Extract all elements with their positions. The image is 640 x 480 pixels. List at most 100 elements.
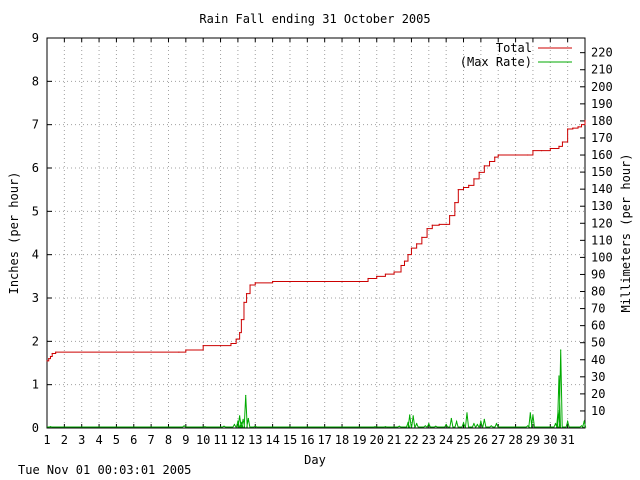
axes: 1 2 3 4 5 6 7 8 9 10 11 12 13 14 15 16 17 18 19 20 21 22 23 24 2… — [32, 31, 613, 447]
x-tick-label: 11 — [213, 433, 227, 447]
max-rate-point — [374, 426, 376, 428]
max-rate-point — [455, 420, 458, 423]
total-point — [488, 160, 491, 163]
x-tick-label: 4 — [95, 433, 102, 447]
total-point — [549, 147, 551, 150]
total-point — [483, 165, 485, 167]
total-point — [341, 280, 343, 283]
max-rate-point — [242, 418, 244, 420]
y-tick-label: 9 — [32, 31, 39, 45]
total-point — [202, 345, 204, 347]
max-rate-point — [409, 414, 411, 416]
total-point — [249, 284, 251, 286]
y2-tick-label: 70 — [591, 302, 605, 316]
total-point — [541, 150, 543, 152]
max-rate-point — [233, 423, 236, 426]
y2-tick-label: 140 — [591, 182, 613, 196]
max-rate-point — [204, 426, 206, 428]
max-rate-point — [237, 420, 239, 423]
series-max-rate — [47, 349, 587, 428]
total-point — [416, 243, 418, 245]
total-point — [580, 124, 583, 126]
total-point — [468, 184, 470, 186]
total-point — [577, 126, 579, 128]
total-point — [49, 355, 52, 358]
y-axis-label: Inches (per hour) — [7, 172, 21, 295]
max-rate-point — [495, 423, 498, 425]
y2-tick-label: 210 — [591, 63, 613, 77]
x-tick-label: 5 — [113, 433, 120, 447]
max-rate-point — [240, 422, 242, 424]
max-rate-point — [473, 423, 475, 425]
x-tick-label: 15 — [283, 433, 297, 447]
series-layer — [46, 119, 587, 428]
total-point — [376, 275, 378, 277]
x-tick-label: 3 — [78, 433, 85, 447]
max-rate-point — [557, 410, 559, 412]
x-tick-label: 16 — [300, 433, 314, 447]
x-tick-label: 29 — [526, 433, 540, 447]
max-rate-point — [239, 415, 241, 417]
grid — [47, 38, 585, 428]
total-point — [46, 360, 48, 362]
max-rate-point — [412, 415, 414, 417]
x-tick-label: 18 — [335, 433, 349, 447]
total-point — [473, 178, 475, 180]
y2-tick-label: 100 — [591, 250, 613, 264]
max-rate-point — [583, 420, 585, 423]
y2-tick-label: 170 — [591, 131, 613, 145]
max-rate-point — [407, 422, 409, 424]
max-rate-point — [527, 425, 529, 427]
x-tick-label: 25 — [456, 433, 470, 447]
x-tick-label: 28 — [508, 433, 522, 447]
total-point — [497, 154, 499, 156]
legend: Total(Max Rate) — [460, 41, 572, 69]
total-point — [185, 349, 187, 351]
total-point — [55, 351, 57, 353]
max-rate-point — [529, 412, 531, 414]
y-tick-label: 4 — [32, 248, 39, 262]
total-point — [449, 215, 451, 217]
x-tick-label: 27 — [491, 433, 505, 447]
total-line — [47, 120, 586, 362]
total-point — [51, 352, 53, 355]
generated-timestamp: Tue Nov 01 00:03:01 2005 — [18, 463, 192, 477]
total-point — [358, 280, 360, 283]
total-point — [407, 254, 409, 256]
max-rate-point — [445, 423, 447, 426]
max-rate-point — [384, 426, 387, 428]
total-point — [235, 338, 237, 340]
y-tick-label: 3 — [32, 291, 39, 305]
y2-tick-label: 50 — [591, 336, 605, 350]
x-tick-label: 6 — [130, 433, 137, 447]
x-tick-label: 22 — [404, 433, 418, 447]
y2-tick-label: 160 — [591, 148, 613, 162]
total-point — [421, 236, 423, 238]
total-point — [239, 332, 241, 334]
total-point — [478, 171, 480, 173]
total-point — [572, 127, 574, 129]
total-point — [230, 342, 232, 345]
total-point — [410, 247, 413, 249]
max-rate-point — [580, 425, 583, 427]
x-tick-label: 14 — [265, 433, 279, 447]
y2-tick-label: 110 — [591, 233, 613, 247]
y2-tick-label: 90 — [591, 267, 605, 281]
max-rate-point — [424, 425, 426, 427]
x-tick-label: 26 — [474, 433, 488, 447]
x-tick-label: 23 — [422, 433, 436, 447]
x-tick-label: 21 — [387, 433, 401, 447]
x-tick-label: 10 — [196, 433, 210, 447]
max-rate-point — [223, 425, 225, 427]
max-rate-point — [245, 394, 247, 397]
max-rate-point — [466, 412, 468, 414]
max-rate-point — [398, 425, 400, 427]
total-point — [527, 154, 529, 156]
max-rate-point — [183, 425, 185, 427]
y2-tick-label: 30 — [591, 370, 605, 384]
total-point — [48, 358, 50, 360]
x-tick-label: 13 — [248, 433, 262, 447]
max-rate-point — [49, 426, 52, 428]
max-rate-point — [532, 414, 534, 416]
y-tick-label: 7 — [32, 118, 39, 132]
